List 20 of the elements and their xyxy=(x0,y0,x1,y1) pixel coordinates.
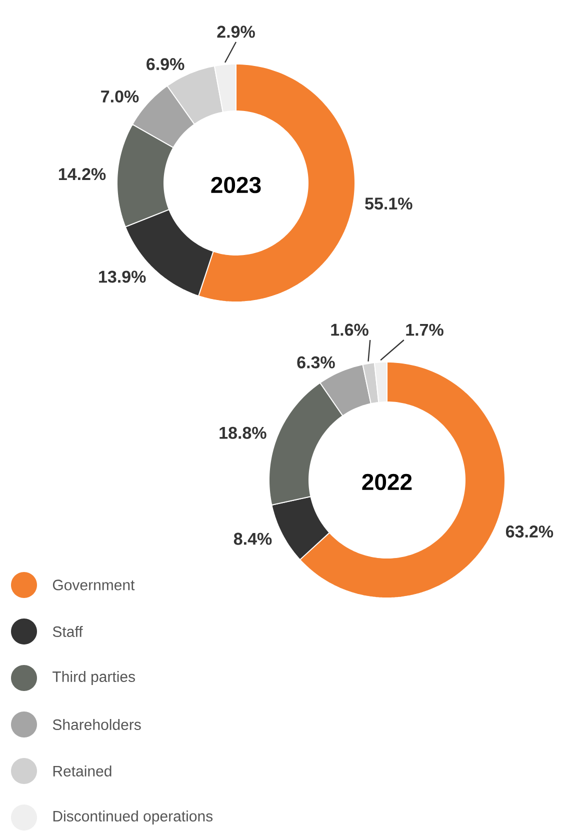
data-label: 13.9% xyxy=(99,270,146,283)
data-label: 14.2% xyxy=(58,168,106,180)
legend-label: Shareholders xyxy=(52,718,141,730)
legend-label: Government xyxy=(52,580,135,590)
text: 2022 xyxy=(362,474,412,490)
data-label: 7.0% xyxy=(101,90,139,103)
legend-label: Third parties xyxy=(52,671,135,685)
data-label: 1.7% xyxy=(406,324,444,336)
data-label: 2.9% xyxy=(217,26,255,38)
text: 2023 xyxy=(211,176,261,194)
data-label: 55.1% xyxy=(365,198,412,210)
legend-label: Staff xyxy=(52,626,83,637)
data-label: 6.9% xyxy=(146,58,184,70)
data-label: 6.3% xyxy=(297,356,335,368)
data-label: 63.2% xyxy=(506,526,554,538)
legend-label: Discontinued operations xyxy=(53,810,213,824)
data-label: 8.4% xyxy=(234,532,272,545)
data-label: 18.8% xyxy=(220,426,266,439)
data-label: 1.6% xyxy=(331,324,368,336)
legend-label: Retained xyxy=(53,765,112,776)
